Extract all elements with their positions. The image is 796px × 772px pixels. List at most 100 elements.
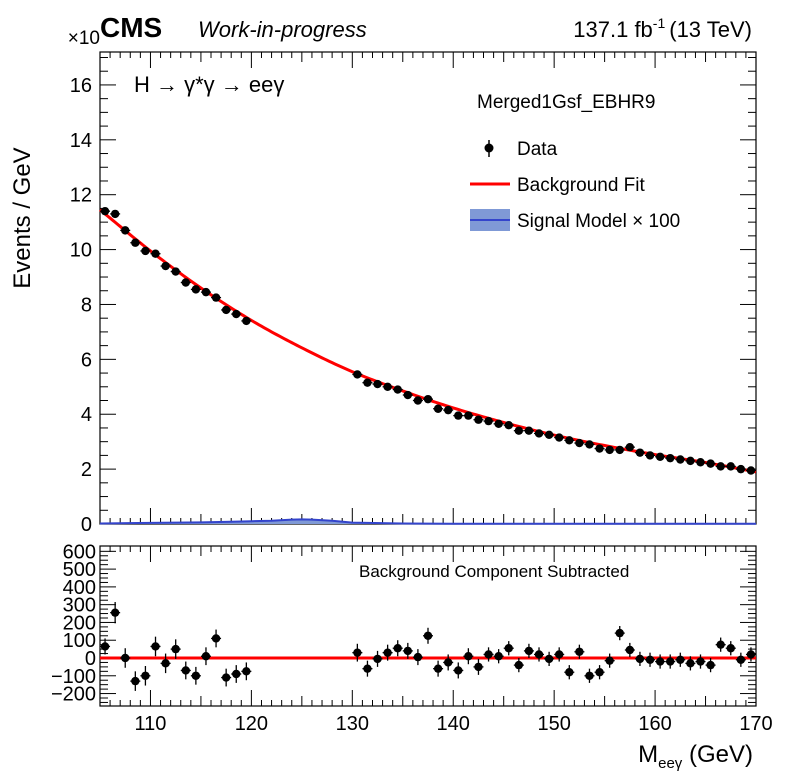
data-point bbox=[353, 370, 362, 379]
data-point bbox=[565, 436, 574, 445]
data-point bbox=[635, 654, 645, 664]
y-tick-label: 6 bbox=[81, 349, 92, 371]
data-point bbox=[443, 658, 453, 667]
data-point bbox=[141, 671, 150, 680]
data-point bbox=[544, 654, 554, 664]
data-point bbox=[696, 657, 705, 666]
x-axis-unit: (GeV) bbox=[682, 741, 753, 768]
data-point bbox=[110, 608, 120, 617]
x-tick-label: 170 bbox=[739, 713, 772, 735]
x-axis-symbol: M bbox=[638, 741, 658, 768]
data-point bbox=[555, 433, 564, 442]
data-point bbox=[413, 652, 423, 662]
legend-signal-label: Signal Model × 100 bbox=[517, 211, 680, 232]
data-point bbox=[575, 438, 584, 448]
data-point bbox=[474, 415, 483, 424]
x-axis-subscript: eeγ bbox=[658, 755, 683, 772]
data-point bbox=[484, 416, 493, 426]
data-point bbox=[514, 426, 524, 435]
y-tick-label: 4 bbox=[81, 404, 92, 426]
y-tick-label: 0 bbox=[85, 648, 96, 670]
signal-model-band bbox=[99, 518, 756, 525]
data-point bbox=[524, 646, 534, 656]
data-point bbox=[615, 628, 624, 638]
data-point bbox=[565, 668, 574, 677]
data-point bbox=[151, 642, 160, 651]
data-point bbox=[201, 652, 211, 661]
y-tick-label: 500 bbox=[63, 559, 96, 581]
background-fit-curve bbox=[99, 208, 757, 474]
legend-data-marker bbox=[484, 143, 494, 153]
energy-value: (13 TeV) bbox=[669, 17, 752, 42]
y-tick-label: 400 bbox=[63, 577, 96, 599]
data-point bbox=[121, 226, 130, 235]
data-point bbox=[706, 459, 715, 468]
data-point bbox=[191, 285, 201, 294]
x-tick-label: 160 bbox=[638, 713, 671, 735]
data-point bbox=[676, 655, 685, 664]
data-point bbox=[716, 640, 725, 649]
data-point bbox=[433, 664, 443, 673]
x-tick-label: 140 bbox=[437, 713, 470, 735]
data-point bbox=[393, 644, 402, 653]
data-point bbox=[655, 452, 665, 461]
signal-band-area bbox=[100, 519, 756, 524]
legend-data-label: Data bbox=[517, 139, 558, 160]
data-point bbox=[403, 646, 413, 656]
status-label: Work-in-progress bbox=[198, 17, 367, 42]
data-point bbox=[534, 650, 544, 659]
data-point bbox=[736, 655, 746, 664]
data-point bbox=[484, 650, 493, 659]
y-tick-label: 200 bbox=[63, 612, 96, 634]
data-points bbox=[100, 206, 756, 475]
data-point bbox=[373, 379, 382, 389]
data-point bbox=[121, 653, 130, 663]
data-point bbox=[706, 660, 715, 670]
data-point bbox=[534, 429, 544, 438]
data-point bbox=[625, 645, 635, 655]
signal-line bbox=[99, 518, 756, 525]
data-point bbox=[746, 466, 756, 475]
data-point bbox=[454, 411, 463, 420]
data-point bbox=[383, 382, 392, 391]
ratio-x-axis: 110 120 130 140 150 160 170 bbox=[99, 546, 773, 735]
data-point bbox=[746, 650, 756, 659]
ratio-title: Background Component Subtracted bbox=[359, 562, 629, 581]
data-point bbox=[211, 634, 221, 643]
y-tick-label: 14 bbox=[70, 130, 92, 152]
data-point bbox=[494, 419, 503, 429]
luminosity-label: 137.1 fb-1 (13 TeV) bbox=[573, 15, 752, 42]
x-tick-label: 150 bbox=[537, 713, 570, 735]
data-point bbox=[363, 378, 372, 387]
data-point bbox=[242, 316, 251, 326]
data-point bbox=[666, 657, 675, 666]
data-point bbox=[595, 444, 604, 453]
data-point bbox=[443, 405, 453, 415]
data-point bbox=[474, 662, 483, 672]
data-point bbox=[504, 644, 513, 653]
process-label: H → γ*γ → eeγ bbox=[134, 72, 284, 97]
data-point bbox=[141, 246, 150, 256]
x-tick-label: 120 bbox=[235, 713, 268, 735]
data-point bbox=[494, 652, 503, 661]
data-point bbox=[655, 657, 665, 666]
y-tick-label: 0 bbox=[81, 514, 92, 536]
data-point bbox=[524, 426, 534, 435]
data-point bbox=[211, 293, 221, 302]
data-point bbox=[423, 394, 433, 404]
x-axis-title: Meeγ (GeV) bbox=[638, 741, 753, 772]
y-tick-label: 100 bbox=[63, 630, 96, 652]
data-point bbox=[585, 440, 594, 449]
data-point bbox=[555, 650, 564, 659]
y-tick-label: 2 bbox=[81, 459, 92, 481]
data-point bbox=[514, 660, 524, 670]
data-point bbox=[363, 664, 372, 673]
data-point bbox=[413, 396, 423, 405]
data-point bbox=[676, 455, 685, 464]
data-point bbox=[221, 305, 231, 315]
data-point bbox=[110, 209, 120, 219]
data-point bbox=[171, 267, 180, 276]
data-point bbox=[696, 458, 705, 467]
